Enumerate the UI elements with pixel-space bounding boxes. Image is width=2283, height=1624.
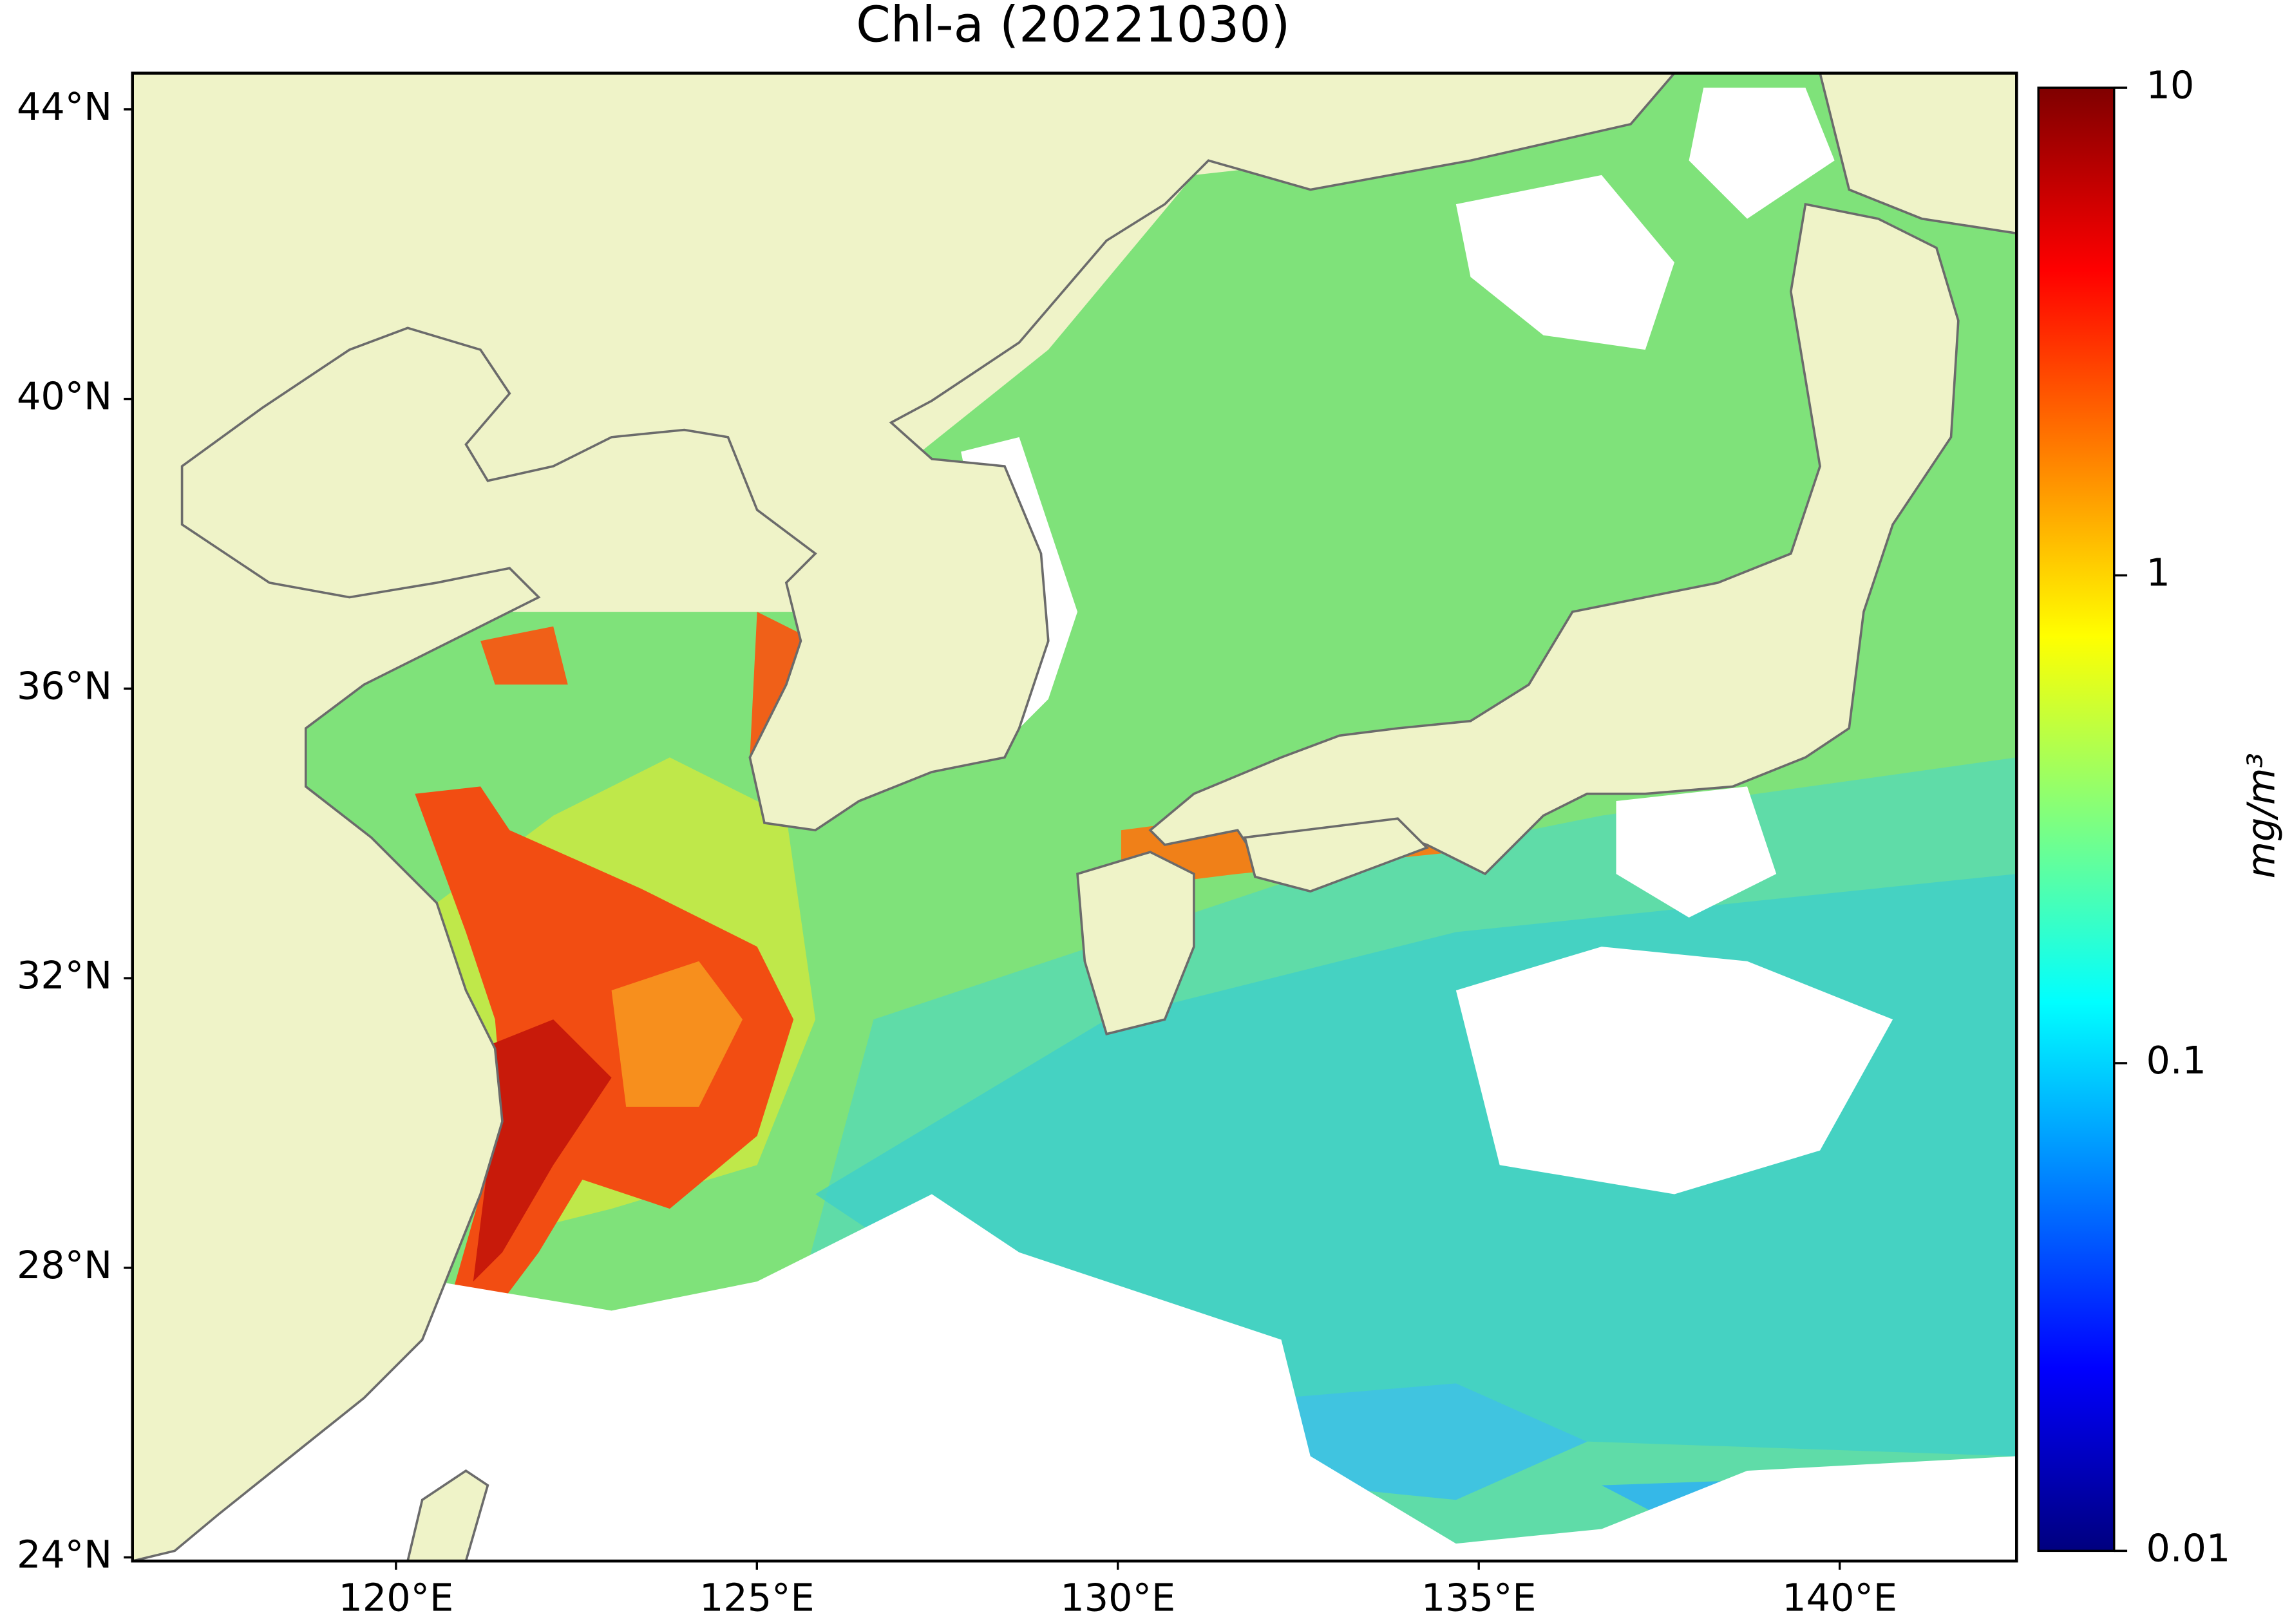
no-data xyxy=(1689,88,1835,219)
ocean-high-chl xyxy=(611,961,743,1107)
ocean-high-chl xyxy=(480,626,568,685)
land-shapes xyxy=(132,73,2017,1562)
colorbar-tick-label: 1 xyxy=(2146,551,2170,595)
y-tick-label: 32°N xyxy=(17,953,112,997)
colorbar-tick-label: 10 xyxy=(2146,62,2194,107)
no-data xyxy=(1616,786,1777,918)
x-tick-label: 135°E xyxy=(1421,1575,1537,1619)
hokkaido xyxy=(1819,73,2017,235)
no-data xyxy=(132,1194,2017,1562)
shikoku xyxy=(1243,817,1429,893)
map-frame xyxy=(131,71,2018,1563)
y-tick-label: 36°N xyxy=(17,663,112,708)
ocean-low-chl xyxy=(1281,1383,1587,1500)
x-tick-label: 130°E xyxy=(1060,1575,1175,1619)
colorbar-tick-label: 0.1 xyxy=(2146,1038,2206,1082)
taiwan xyxy=(406,1469,489,1562)
x-tick-label: 125°E xyxy=(699,1575,815,1619)
map-body xyxy=(132,73,2017,1562)
chart-title: Chl-a (20221030) xyxy=(856,0,1290,54)
kyushu xyxy=(1076,851,1195,1035)
y-tick-label: 28°N xyxy=(17,1243,112,1287)
y-tick-label: 44°N xyxy=(17,84,112,129)
colorbar xyxy=(2037,86,2116,1553)
no-data xyxy=(1455,947,1893,1194)
axes: 120°E 125°E 130°E 135°E 140°E 24°N 28°N 32°N 36°… xyxy=(17,84,1897,1619)
y-tick-label: 24°N xyxy=(17,1533,112,1577)
y-tick-label: 40°N xyxy=(17,374,112,419)
x-tick-label: 140°E xyxy=(1782,1575,1897,1619)
no-data xyxy=(1455,175,1674,350)
mainland xyxy=(132,73,1676,1562)
ocean-high-chl xyxy=(473,1019,612,1282)
colorbar-label: mg/m³ xyxy=(2239,753,2283,878)
colorbar-tick-label: 0.01 xyxy=(2146,1525,2230,1570)
x-tick-label: 120°E xyxy=(339,1575,454,1619)
